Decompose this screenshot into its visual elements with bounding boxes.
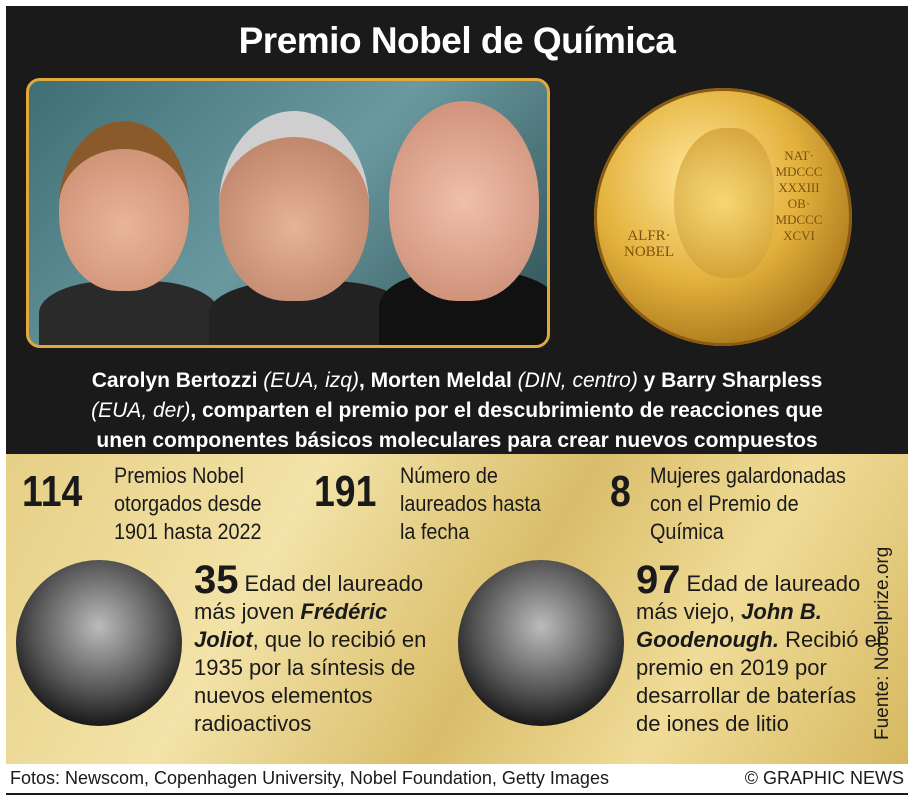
divider	[6, 793, 908, 795]
bio-text: Recibió el premio en 2019 por desarrolla…	[636, 627, 882, 736]
caption-line-1: Carolyn Bertozzi (EUA, izq), Morten Meld…	[6, 366, 908, 396]
stat-line: Mujeres galardonadas	[650, 463, 846, 488]
portrait-meldal	[219, 111, 369, 301]
caption-text: , Morten Meldal	[358, 369, 512, 392]
laureates-photo	[26, 78, 550, 348]
oldest-laureate: 97 Edad de laureado más viejo, John B. Go…	[636, 560, 886, 738]
medal-inscription-left: ALFR· NOBEL	[624, 228, 674, 260]
age-value: 35	[194, 558, 239, 602]
bio-text: Edad del laureado más joven	[194, 571, 424, 624]
laureate-name-text: John B. Goodenough.	[636, 599, 822, 652]
medal-inscription-right: NAT· MDCCC XXXIII OB· MDCCC XCVI	[775, 148, 823, 243]
portrait-sharpless	[389, 101, 539, 301]
stat-prizes: 114 Premios Nobel otorgados desde 1901 has…	[22, 462, 278, 546]
stat-line: Química	[650, 519, 724, 544]
stat-laureates: 191 Número de laureados hasta la fecha	[314, 462, 557, 546]
stat-line: otorgados desde	[114, 491, 262, 516]
caption-text: (EUA, izq)	[257, 369, 359, 392]
youngest-laureate: 35 Edad del laureado más joven Frédéric J…	[194, 560, 454, 738]
caption-text: (EUA, der)	[91, 399, 191, 422]
body-bertozzi	[39, 281, 219, 345]
stat-value: 114	[22, 467, 83, 516]
photo-credits: Fotos: Newscom, Copenhagen University, N…	[10, 768, 609, 788]
caption-line-2: (EUA, der), comparten el premio por el d…	[6, 396, 908, 426]
medal-profile	[674, 128, 774, 278]
stat-description: Mujeres galardonadas con el Premio de Quím…	[650, 462, 846, 546]
laureate-name-text: Frédéric Joliot	[194, 599, 388, 652]
stat-women: 8 Mujeres galardonadas con el Premio de Qu…	[610, 462, 868, 546]
source-note: Fuente: Nobelprize.org	[872, 546, 893, 740]
portrait-goodenough	[458, 560, 624, 726]
stat-description: Número de laureados hasta la fecha	[400, 462, 541, 546]
stat-line: con el Premio de	[650, 491, 799, 516]
facts-panel: 114 Premios Nobel otorgados desde 1901 has…	[6, 454, 908, 764]
stat-line: laureados hasta	[400, 491, 541, 516]
stat-line: Número de	[400, 463, 498, 488]
bio-text: Edad de laureado más viejo,	[636, 571, 861, 624]
laureate-name: Frédéric Joliot	[194, 599, 387, 652]
caption-text: (DIN, centro)	[511, 369, 638, 392]
caption-text: y Barry Sharpless	[637, 369, 823, 392]
caption: Carolyn Bertozzi (EUA, izq), Morten Meld…	[6, 366, 908, 456]
age-value: 97	[636, 558, 681, 602]
caption-line-3: unen componentes básicos moleculares par…	[96, 429, 818, 452]
caption-text: , comparten el premio por el descubrimie…	[190, 399, 823, 422]
stat-line: Premios Nobel	[114, 463, 244, 488]
stat-description: Premios Nobel otorgados desde 1901 hasta 2…	[114, 462, 262, 546]
page-title: Premio Nobel de Química	[238, 20, 676, 61]
copyright: © GRAPHIC NEWS	[744, 768, 904, 788]
stat-value: 8	[610, 467, 631, 516]
laureate-name: John B. Goodenough.	[636, 599, 822, 652]
stat-value: 191	[314, 467, 377, 516]
caption-text: Carolyn Bertozzi	[91, 369, 258, 392]
nobel-medal-image: ALFR· NOBEL NAT· MDCCC XXXIII OB· MDCCC XCVI	[594, 88, 852, 346]
header-panel: Premio Nobel de Química ALFR· NOBEL NAT· M…	[6, 6, 908, 454]
portrait-joliot	[16, 560, 182, 726]
stat-line: la fecha	[400, 519, 470, 544]
portrait-bertozzi	[59, 121, 189, 291]
stat-line: 1901 hasta 2022	[114, 519, 262, 544]
bio-text: , que lo recibió en 1935 por la síntesis…	[194, 627, 427, 736]
